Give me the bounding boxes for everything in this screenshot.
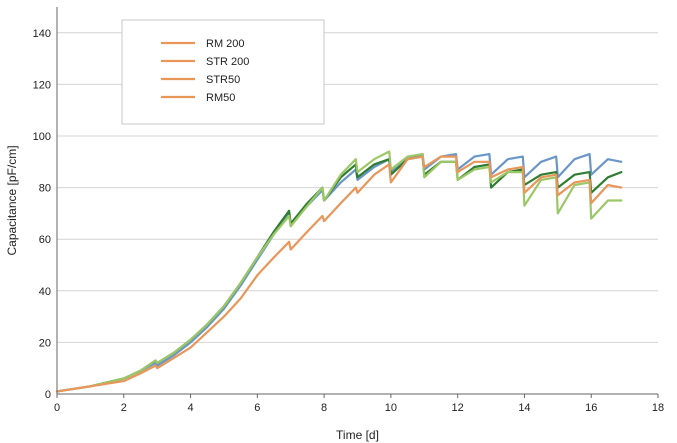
legend-label: STR50 [206,74,240,86]
series-line-2 [55,155,623,393]
x-tick-label: 8 [321,402,327,414]
x-tick-label: 16 [585,402,597,414]
y-tick-label: 40 [39,286,51,298]
x-tick-label: 4 [187,402,193,414]
x-tick-label: 10 [385,402,397,414]
legend-label: RM50 [206,92,235,104]
legend-label: STR 200 [206,56,249,68]
series-line-1 [55,153,623,393]
x-tick-label: 14 [518,402,530,414]
series-line-3 [55,150,623,393]
x-tick-labels: 0 2 4 6 8 10 12 14 16 18 [54,394,664,414]
legend-label: RM 200 [206,38,245,50]
y-tick-labels: 0 20 40 60 80 100 120 140 [33,28,51,401]
x-tick-label: 0 [54,402,60,414]
y-tick-label: 20 [39,337,51,349]
y-tick-label: 140 [33,28,51,40]
y-tick-label: 100 [33,131,51,143]
y-tick-label: 0 [45,389,51,401]
x-axis-title: Time [d] [336,428,379,442]
x-tick-label: 12 [452,402,464,414]
series-lines [55,150,623,393]
y-tick-label: 60 [39,234,51,246]
x-tick-label: 6 [254,402,260,414]
y-tick-label: 80 [39,183,51,195]
series-line-4 [55,155,623,393]
x-tick-label: 18 [652,402,664,414]
x-tick-label: 2 [121,402,127,414]
legend-box [121,19,325,125]
y-tick-label: 120 [33,79,51,91]
legend: RM 200 STR 200 STR50 RM50 [121,19,325,125]
y-axis-title: Capacitance [pF/cm] [5,145,19,255]
